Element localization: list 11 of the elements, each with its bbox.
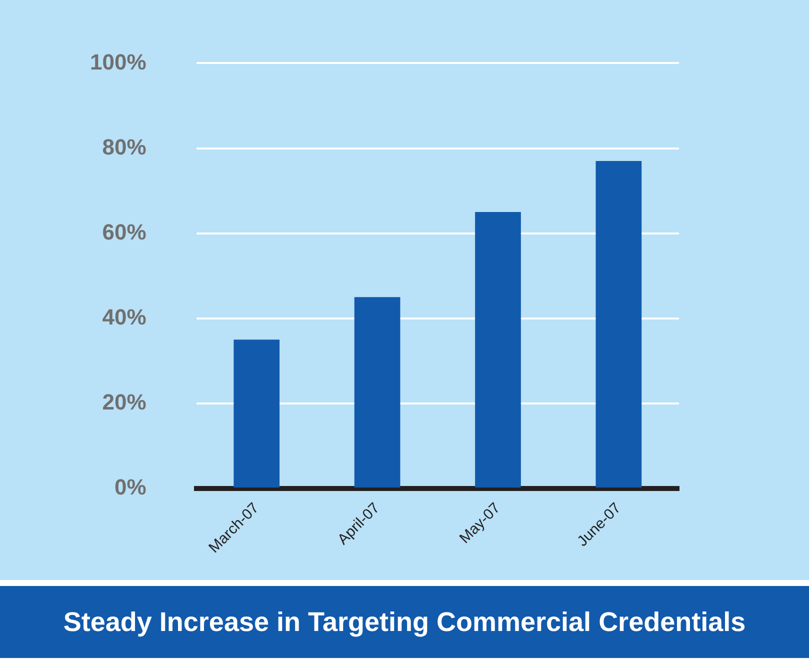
bar (234, 340, 280, 488)
y-tick-label: 0% (114, 474, 146, 500)
y-tick-label: 20% (102, 389, 146, 414)
bar (596, 161, 642, 488)
bar (354, 297, 400, 488)
bar (475, 212, 521, 488)
y-tick-label: 100% (90, 49, 146, 74)
text: Steady Increase in Targeting Commercial Credentials (0, 586, 809, 658)
y-tick-label: 80% (102, 134, 146, 160)
y-tick-label: 60% (102, 219, 146, 244)
y-tick-label: 40% (102, 304, 146, 330)
